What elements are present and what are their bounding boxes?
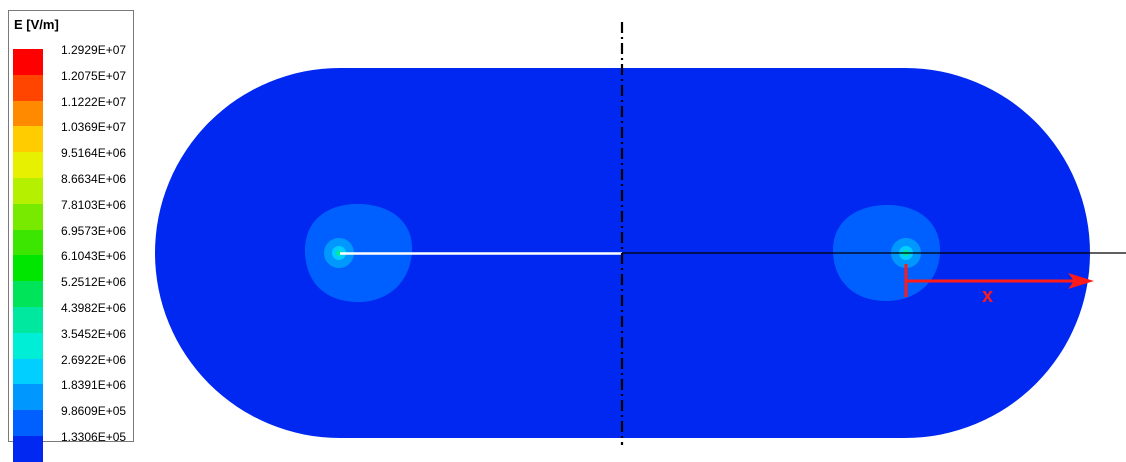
legend-value-label: 4.3982E+06 — [61, 301, 127, 315]
legend-value-label: 2.6922E+06 — [61, 352, 127, 367]
legend-swatch — [13, 152, 43, 179]
legend-value-label: 9.8609E+05 — [61, 404, 127, 419]
x-axis-label: x — [982, 285, 993, 307]
legend-value-label: 1.2075E+07 — [61, 68, 127, 83]
legend-swatch — [13, 178, 43, 204]
legend-swatch — [13, 384, 43, 411]
legend-value-label: 3.5452E+06 — [61, 326, 127, 341]
legend-value-label: 1.1222E+07 — [61, 94, 127, 109]
legend-value-label: 7.8103E+06 — [61, 197, 127, 212]
legend-swatch — [13, 410, 43, 437]
legend-value-label: 1.2929E+07 — [61, 43, 127, 57]
legend-swatch — [13, 281, 43, 308]
legend-title: E [V/m] — [14, 17, 59, 32]
legend-swatch — [13, 229, 43, 256]
legend-swatch — [13, 126, 43, 153]
legend-value-label: 5.2512E+06 — [61, 275, 127, 290]
legend-swatch — [13, 49, 43, 75]
legend-swatch — [13, 332, 43, 359]
legend-swatch — [13, 74, 43, 101]
color-legend: E [V/m] 1.2929E+07 1.2075E+07 1.1222E+07 1.… — [8, 10, 134, 462]
legend-value-label: 6.9573E+06 — [61, 223, 127, 238]
legend-value-label: 1.8391E+06 — [61, 378, 127, 393]
legend-value-label: 8.6634E+06 — [61, 172, 127, 186]
x-axis-arrow: x — [904, 264, 1094, 307]
x-axis-arrowhead — [1068, 273, 1094, 289]
legend-value-label: 1.3306E+05 — [61, 430, 127, 444]
legend-value-label: 6.1043E+06 — [61, 249, 127, 264]
legend-swatch — [13, 255, 43, 282]
legend-value-label: 9.5164E+06 — [61, 146, 127, 161]
field-plot: x — [155, 22, 1126, 445]
legend-swatch — [13, 307, 43, 333]
legend-swatch — [13, 203, 43, 230]
legend-value-label: 1.0369E+07 — [61, 120, 127, 135]
legend-swatch — [13, 100, 43, 127]
legend-swatch — [13, 358, 43, 385]
